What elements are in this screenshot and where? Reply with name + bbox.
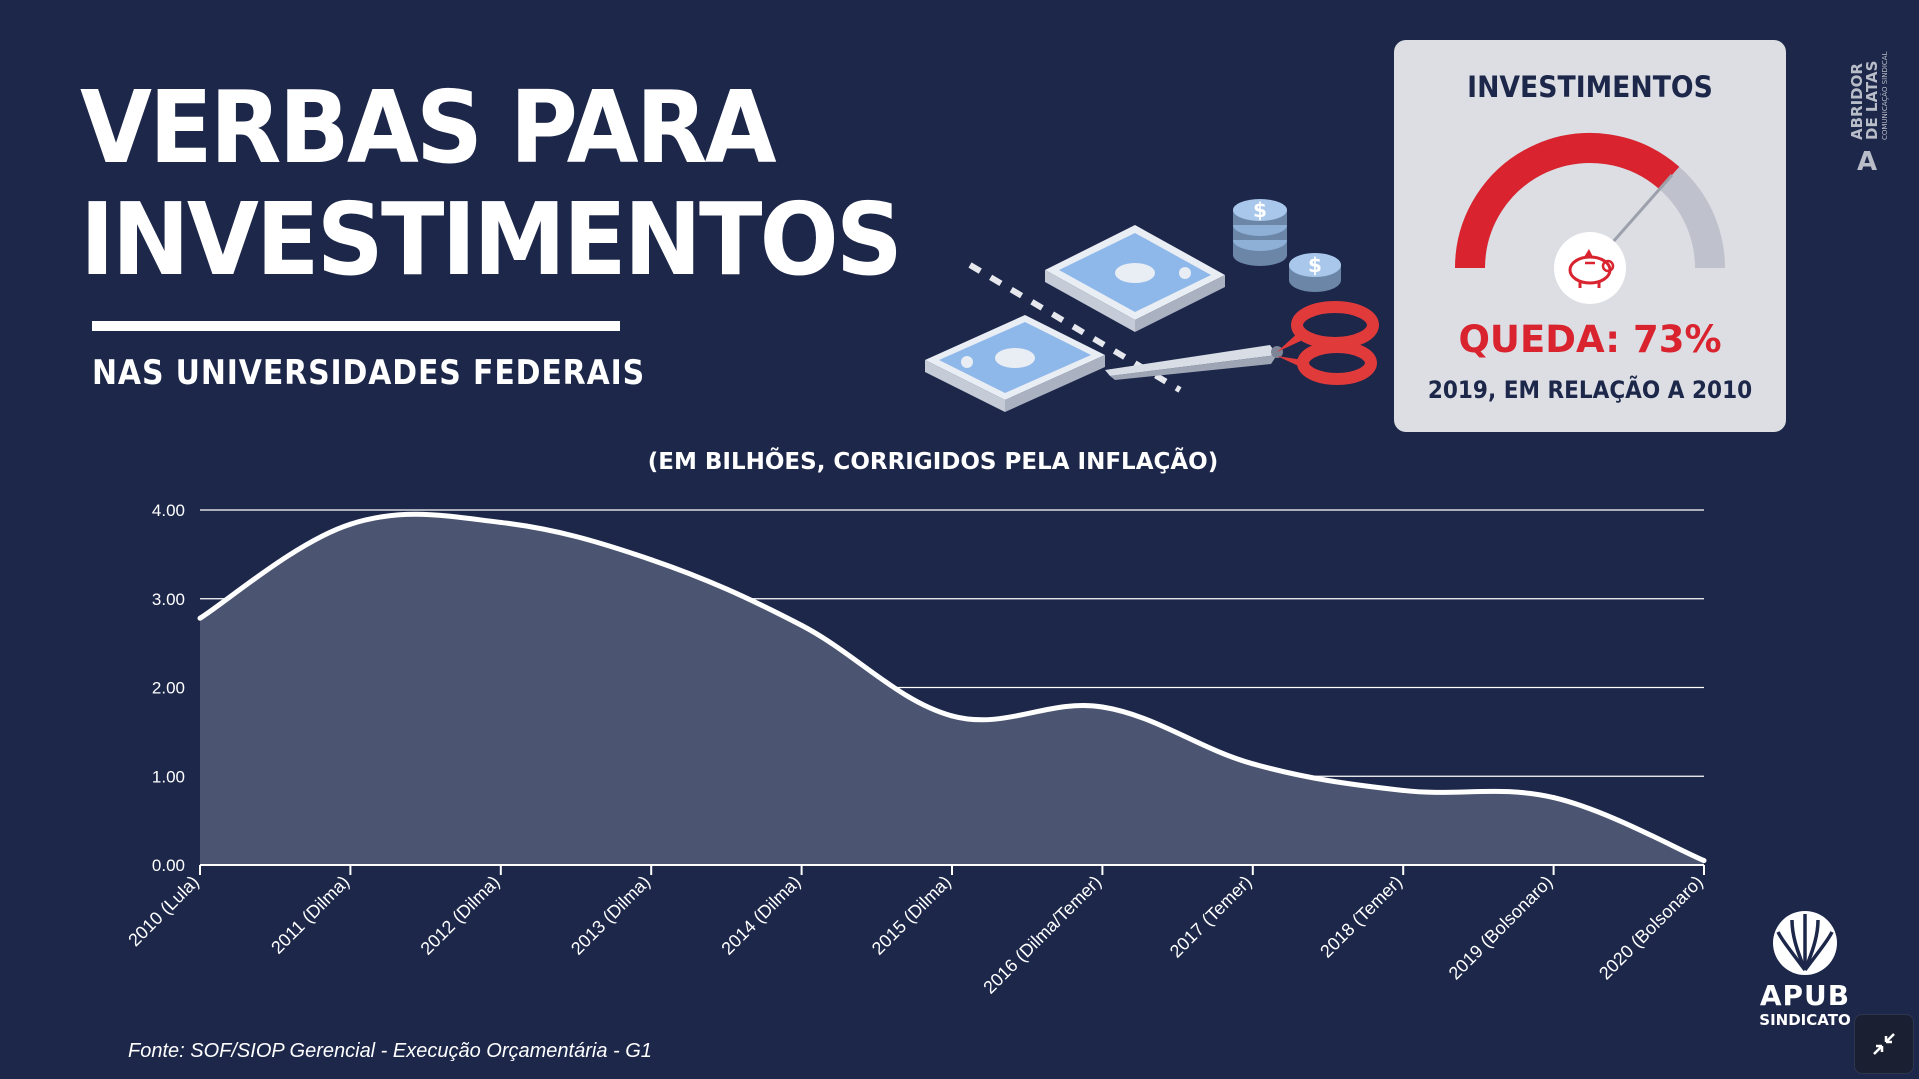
- scissors-icon: [1105, 301, 1379, 385]
- agency-name-line1: ABRIDOR: [1848, 63, 1866, 140]
- data-point: [1099, 704, 1105, 710]
- data-point: [1400, 787, 1406, 793]
- exit-fullscreen-button[interactable]: [1854, 1014, 1914, 1074]
- x-tick-label: 2018 (Temer): [1316, 872, 1406, 962]
- data-point: [197, 615, 203, 621]
- agency-name-line2: DE LATAS: [1863, 61, 1881, 140]
- x-tick-label: 2013 (Dilma): [567, 872, 654, 959]
- coin-icon: $: [1289, 253, 1341, 292]
- chart-title: (EM BILHÕES, CORRIGIDOS PELA INFLAÇÃO): [647, 449, 1219, 475]
- data-point: [648, 557, 654, 563]
- agency-tagline: COMUNICAÇÃO SINDICAL: [1880, 51, 1889, 140]
- x-tick-label: 2016 (Dilma/Temer): [979, 872, 1105, 998]
- page-subtitle: NAS UNIVERSIDADES FEDERAIS: [92, 353, 646, 393]
- data-point: [1551, 795, 1557, 801]
- gauge-title: INVESTIMENTOS: [1467, 70, 1713, 104]
- title-line-1: VERBAS PARA: [80, 69, 777, 186]
- data-points: [197, 519, 1707, 864]
- agency-logo: A ABRIDOR DE LATAS COMUNICAÇÃO SINDICAL: [1848, 51, 1889, 175]
- x-tick-label: 2019 (Bolsonaro): [1445, 872, 1557, 984]
- svg-text:$: $: [1253, 198, 1267, 222]
- investment-area-chart: 0.00 1.00 2.00 3.00 4.00 2010 (Lula) 2011 (Di…: [124, 501, 1707, 998]
- x-tick-label: 2011 (Dilma): [267, 872, 353, 958]
- y-tick-label: 4.00: [152, 501, 185, 520]
- gauge-hub: [1554, 232, 1626, 304]
- data-point: [799, 622, 805, 628]
- gauge-fill: [1455, 133, 1680, 269]
- x-tick-label: 2012 (Dilma): [417, 872, 504, 959]
- y-axis-ticks: 0.00 1.00 2.00 3.00 4.00: [152, 501, 185, 875]
- agency-mark: A: [1857, 147, 1877, 175]
- y-tick-label: 2.00: [152, 679, 185, 698]
- gauge-caption: 2019, EM RELAÇÃO A 2010: [1427, 376, 1753, 404]
- data-point: [949, 713, 955, 719]
- title-line-2: INVESTIMENTOS: [80, 181, 903, 298]
- banknote-icon: [925, 315, 1105, 412]
- data-point: [347, 521, 353, 527]
- source-note: Fonte: SOF/SIOP Gerencial - Execução Orç…: [128, 1040, 652, 1062]
- x-tick-label: 2020 (Bolsonaro): [1595, 872, 1707, 984]
- x-tick-label: 2017 (Temer): [1166, 872, 1256, 962]
- money-scissors-illustration: $ $: [925, 198, 1379, 412]
- data-point: [498, 519, 504, 525]
- data-point: [1701, 858, 1707, 864]
- x-axis-ticks: 2010 (Lula) 2011 (Dilma) 2012 (Dilma) 2013 …: [124, 865, 1707, 998]
- apub-emblem-icon: [1773, 911, 1837, 975]
- y-tick-label: 1.00: [152, 767, 185, 786]
- page-title: VERBAS PARA INVESTIMENTOS: [80, 69, 903, 298]
- y-tick-label: 0.00: [152, 856, 185, 875]
- data-point: [1250, 761, 1256, 767]
- collapse-icon: [1873, 1033, 1895, 1055]
- gauge-meter: [1455, 133, 1725, 304]
- gauge-value: QUEDA: 73%: [1458, 318, 1722, 361]
- logo-subtitle: SINDICATO: [1759, 1011, 1851, 1029]
- coin-stack-icon: $: [1233, 198, 1287, 266]
- title-divider: [92, 321, 620, 331]
- x-tick-label: 2010 (Lula): [124, 872, 203, 951]
- piggy-bank-icon: [1568, 249, 1615, 288]
- area-series: [200, 514, 1704, 865]
- banknote-icon: [1045, 225, 1225, 332]
- gauge-card: INVESTIMENTOS QUEDA: 73% 2019, EM RELAÇÃ…: [1394, 40, 1786, 432]
- svg-text:$: $: [1308, 253, 1322, 277]
- apub-logo: APUB SINDICATO: [1745, 910, 1865, 1045]
- x-tick-label: 2014 (Dilma): [717, 872, 804, 959]
- logo-name: APUB: [1759, 979, 1851, 1012]
- y-tick-label: 3.00: [152, 590, 185, 609]
- x-tick-label: 2015 (Dilma): [868, 872, 955, 959]
